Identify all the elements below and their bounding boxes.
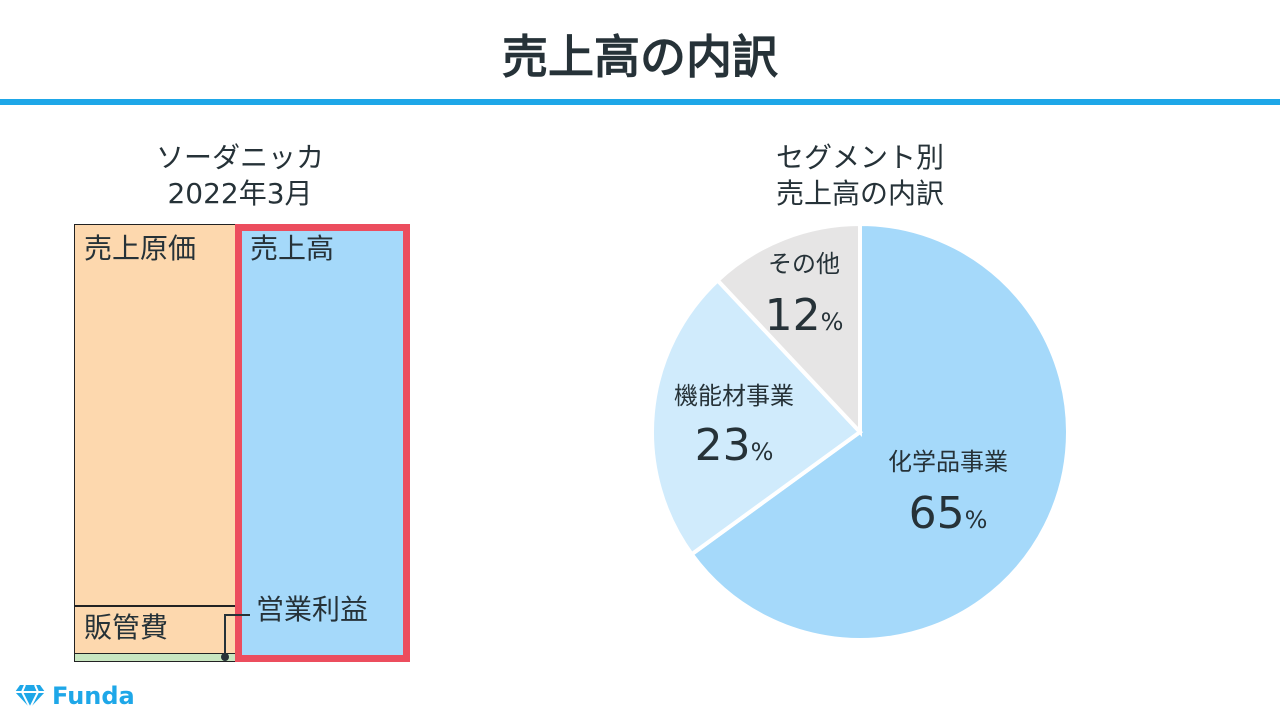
sga-label: 販管費 xyxy=(84,611,169,644)
page-title: 売上高の内訳 xyxy=(502,30,778,84)
pie-value-2: 23% xyxy=(695,420,774,471)
pie-slice-1 xyxy=(688,221,1070,642)
diamond-logo-icon xyxy=(15,684,45,709)
right-title-line2: 売上高の内訳 xyxy=(775,177,944,210)
right-chart-title: セグメント別 売上高の内訳 xyxy=(700,140,1020,212)
pie-label-2: 機能材事業 xyxy=(674,382,794,410)
sales-highlight-frame xyxy=(235,224,410,662)
right-title-line1: セグメント別 xyxy=(775,141,944,174)
logo-text: Funda xyxy=(52,682,135,710)
pie-slice-2 xyxy=(650,277,864,558)
cost-of-sales-block xyxy=(75,225,235,605)
sales-label: 売上高 xyxy=(250,232,335,265)
left-chart-title: ソーダニッカ 2022年3月 xyxy=(100,140,380,212)
pie-value-3: 12% xyxy=(765,290,844,341)
pie-label-3: その他 xyxy=(768,250,840,278)
period-label: 2022年3月 xyxy=(167,177,313,210)
sga-block xyxy=(75,604,235,653)
pie-value-1: 65% xyxy=(909,488,988,539)
left-bar-chart xyxy=(74,224,410,662)
profit-callout-line-v xyxy=(224,614,226,658)
pie-slice-3 xyxy=(714,221,862,438)
funda-logo: Funda xyxy=(14,680,135,712)
profit-callout-line-h xyxy=(224,614,250,616)
company-name: ソーダニッカ xyxy=(155,141,324,174)
profit-callout-dot xyxy=(221,653,229,661)
operating-profit-label: 営業利益 xyxy=(256,593,369,626)
cost-of-sales-label: 売上原価 xyxy=(84,232,197,265)
pie-label-1: 化学品事業 xyxy=(888,448,1008,476)
operating-profit-block xyxy=(75,652,235,661)
title-divider xyxy=(0,99,1280,105)
sales-block xyxy=(235,225,409,661)
